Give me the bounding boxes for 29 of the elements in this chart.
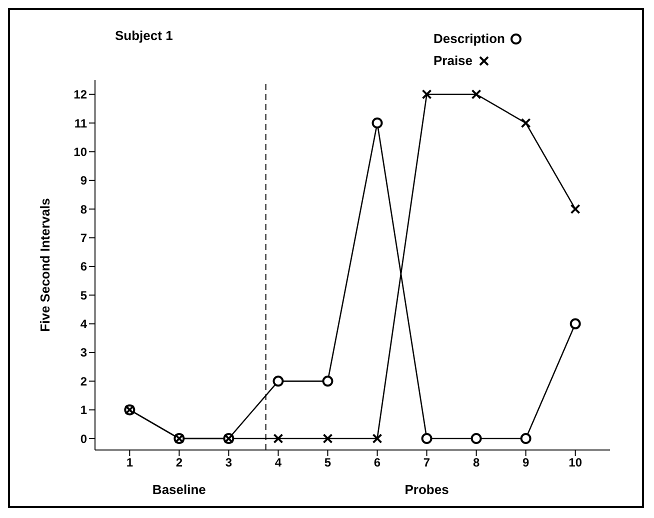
x-tick-label: 10 xyxy=(568,456,582,470)
x-tick-label: 3 xyxy=(225,456,232,470)
chart-title: Subject 1 xyxy=(115,28,173,43)
legend-label: Description xyxy=(433,30,505,48)
y-tick-label: 1 xyxy=(80,403,88,418)
x-tick-label: 8 xyxy=(472,456,480,470)
y-tick-label: 11 xyxy=(74,116,88,130)
y-axis-title: Five Second Intervals xyxy=(38,198,53,332)
text: Baseline xyxy=(152,482,206,497)
y-tick-label: 2 xyxy=(80,374,88,388)
x-tick-label: 1 xyxy=(126,456,134,470)
x-tick-label: 6 xyxy=(374,456,381,470)
y-tick-label: 0 xyxy=(80,432,88,446)
y-tick-label: 4 xyxy=(80,317,88,332)
legend-label: Praise xyxy=(433,52,473,70)
y-tick-label: 9 xyxy=(80,174,88,188)
y-tick-label: 3 xyxy=(80,346,88,360)
y-tick-label: 5 xyxy=(80,288,88,302)
y-tick-label: 8 xyxy=(80,202,88,216)
y-tick-label: 6 xyxy=(80,260,88,274)
text: Probes xyxy=(404,482,449,497)
x-tick-label: 4 xyxy=(274,456,282,470)
y-tick-label: 10 xyxy=(74,144,88,159)
y-tick-label: 12 xyxy=(74,88,88,102)
x-tick-label: 5 xyxy=(324,456,332,470)
y-tick-label: 7 xyxy=(80,231,88,246)
x-tick-label: 9 xyxy=(522,456,530,470)
x-tick-label: 2 xyxy=(176,456,183,470)
x-tick-label: 7 xyxy=(423,456,430,470)
